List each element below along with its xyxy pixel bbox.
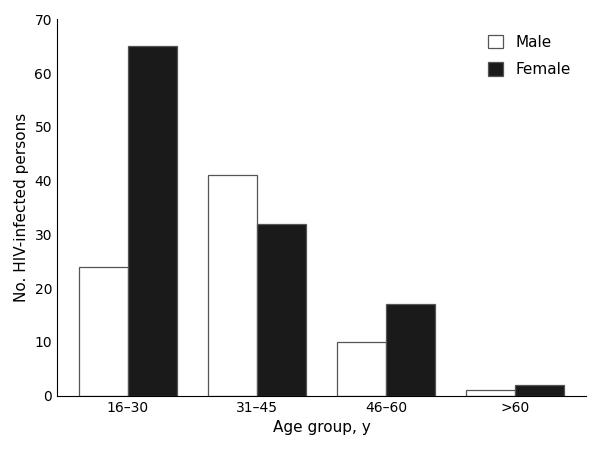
Bar — [79, 267, 128, 396]
Bar — [208, 175, 257, 396]
Bar — [257, 224, 306, 396]
Bar — [337, 342, 386, 396]
Y-axis label: No. HIV-infected persons: No. HIV-infected persons — [14, 113, 29, 302]
X-axis label: Age group, y: Age group, y — [272, 420, 370, 435]
Bar — [386, 304, 435, 396]
Bar — [128, 46, 177, 396]
Bar — [466, 390, 515, 396]
Legend: Male, Female: Male, Female — [481, 27, 578, 85]
Bar — [515, 385, 564, 396]
